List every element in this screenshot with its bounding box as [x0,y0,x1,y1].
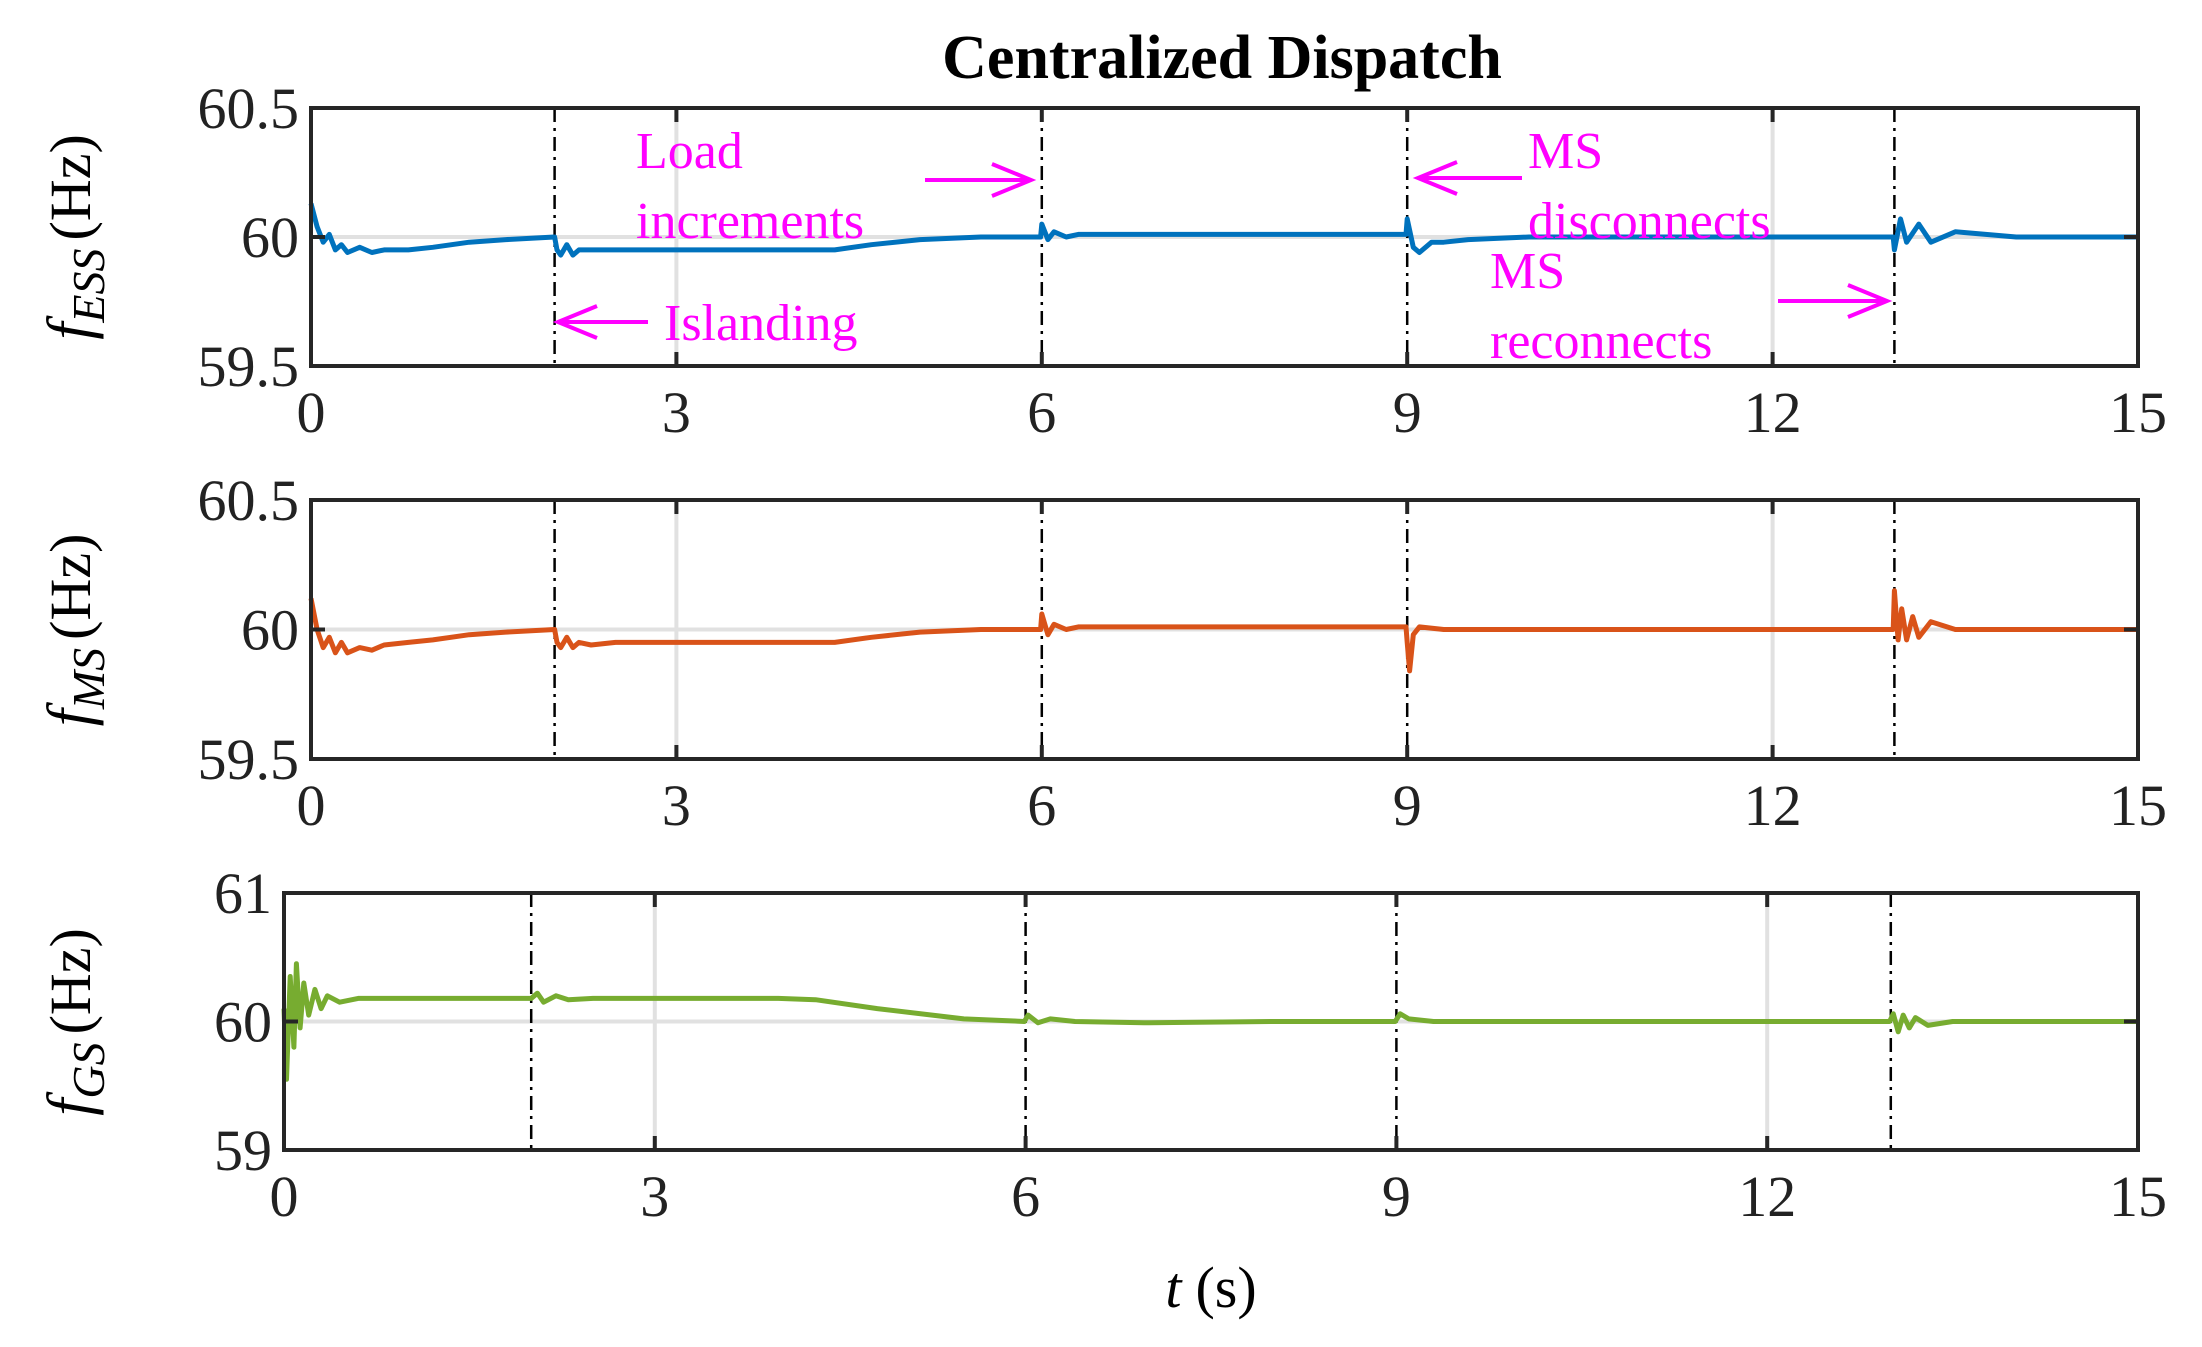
svg-text:Load: Load [636,123,743,180]
svg-text:fESS(Hz): fESS(Hz) [36,134,114,340]
y-axis-label-ess: fESS(Hz) [36,134,114,340]
y-tick-label: 60 [214,990,272,1055]
y-tick-label: 60 [241,205,299,270]
chart-title: Centralized Dispatch [942,24,1502,92]
y-tick-label: 60.5 [198,468,300,533]
x-tick-label: 3 [662,380,691,445]
x-tick-label: 6 [1011,1164,1040,1229]
x-tick-label: 9 [1382,1164,1411,1229]
panel-ess: 0 3 6 9 12 15 59.5 60 60.5 fESS(Hz) Load increme… [36,76,2167,445]
x-tick-label: 6 [1027,380,1056,445]
y-tick-label: 60 [241,598,299,663]
panel-ms: 0 3 6 9 12 15 59.5 60 60.5 fMS(Hz) [36,468,2167,838]
y-axis-label-gs: fGS(Hz) [36,928,114,1116]
x-tick-label: 9 [1393,380,1422,445]
x-tick-label: 12 [1744,380,1802,445]
annotation-ms-reconnects: MS reconnects [1490,243,1893,370]
series-line-f-ess [308,202,2138,258]
svg-text:increments: increments [636,193,864,250]
x-tick-label: 15 [2109,773,2167,838]
x-tick-label: 15 [2109,380,2167,445]
svg-text:MS: MS [1528,123,1603,180]
x-tick-label: 6 [1027,773,1056,838]
annotation-load-increments: Load increments [636,123,1037,250]
series-line-f-gs [281,961,2138,1082]
x-tick-label: 12 [1738,1164,1796,1229]
x-tick-label: 0 [297,380,326,445]
svg-text:reconnects: reconnects [1490,313,1712,370]
annotation-islanding: Islanding [552,295,858,352]
y-tick-label: 59 [214,1118,272,1183]
annotations: Load increments Islanding MS disconnects… [552,123,1893,370]
y-axis-label-ms: fMS(Hz) [36,534,114,727]
y-tick-label: 59.5 [198,334,300,399]
x-tick-label: 3 [640,1164,669,1229]
x-axis-label: t (s) [1165,1255,1256,1320]
svg-text:MS: MS [1490,243,1565,300]
x-tick-label: 15 [2109,1164,2167,1229]
svg-text:disconnects: disconnects [1528,193,1771,250]
y-tick-label: 60.5 [198,76,300,141]
series-line-f-ms [308,588,2138,674]
svg-text:fGS(Hz): fGS(Hz) [36,928,114,1116]
panel-gs: 0 3 6 9 12 15 59 60 61 fGS(Hz) t (s) [36,861,2167,1320]
svg-text:fMS(Hz): fMS(Hz) [36,534,114,727]
x-tick-label: 3 [662,773,691,838]
x-tick-label: 12 [1744,773,1802,838]
annotation-ms-disconnects: MS disconnects [1412,123,1771,250]
x-tick-label: 0 [270,1164,299,1229]
y-tick-label: 61 [214,861,272,926]
svg-text:Islanding: Islanding [664,295,858,352]
y-tick-label: 59.5 [198,727,300,792]
x-tick-label: 0 [297,773,326,838]
x-tick-label: 9 [1393,773,1422,838]
